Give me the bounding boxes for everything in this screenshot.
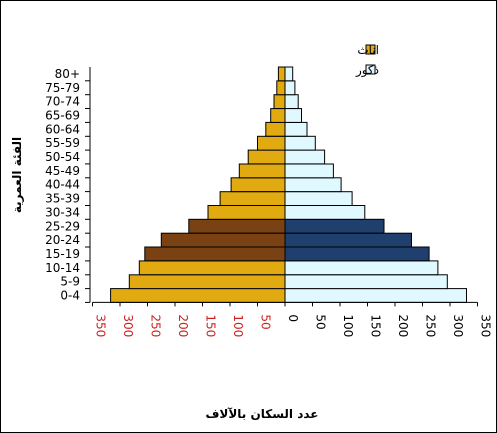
legend-label-male: ذكور	[355, 63, 379, 78]
x-tick-label: 100	[341, 314, 355, 337]
bar-male-55-59	[284, 135, 316, 151]
x-tick-label: 250	[424, 314, 438, 337]
bar-female-5-9	[128, 274, 286, 290]
y-tick-label: 40-44	[45, 178, 80, 192]
bar-female-80+	[277, 66, 286, 82]
y-tick-label: 35-39	[45, 192, 80, 206]
y-tick-label: 20-24	[45, 233, 80, 247]
y-tick-label: 0-4	[60, 289, 80, 303]
bar-male-80+	[284, 66, 294, 82]
bar-male-70-74	[284, 94, 299, 109]
bar-female-65-69	[270, 108, 286, 123]
axes-group	[85, 67, 478, 307]
y-tick-label: 15-19	[45, 247, 80, 261]
y-tick-label: 80+	[55, 67, 80, 81]
bar-female-15-19	[144, 246, 286, 262]
x-axis-title: عدد السكان بالآلاف	[205, 407, 318, 421]
y-tick-label: 25-29	[45, 219, 80, 233]
bar-female-55-59	[257, 135, 286, 151]
x-tick-label: 50	[314, 314, 328, 329]
x-tick-label: 200	[176, 314, 190, 337]
x-tick-label: 200	[396, 314, 410, 337]
bar-male-45-49	[284, 163, 334, 179]
bar-male-40-44	[284, 177, 342, 193]
bar-female-45-49	[238, 163, 286, 179]
y-tick-label: 75-79	[45, 81, 80, 95]
legend: اناث ذكور	[355, 43, 379, 78]
bar-male-0-4	[284, 288, 467, 303]
y-tick-label: 65-69	[45, 109, 80, 123]
legend-swatch-male	[365, 64, 376, 75]
x-tick-label: 100	[231, 314, 245, 337]
bar-male-20-24	[284, 232, 412, 248]
y-tick-label: 55-59	[45, 136, 80, 150]
x-tick-label: 150	[369, 314, 383, 337]
bar-female-20-24	[160, 232, 286, 248]
bar-male-15-19	[284, 246, 430, 262]
bar-male-75-79	[284, 80, 296, 96]
x-tick-label: 0	[286, 314, 300, 322]
bar-female-25-29	[188, 218, 286, 234]
bar-female-10-14	[138, 260, 286, 276]
bar-male-10-14	[284, 260, 439, 276]
bar-male-30-34	[284, 205, 366, 220]
x-tick-label: 300	[121, 314, 135, 337]
y-tick-label: 50-54	[45, 150, 80, 164]
bar-male-60-64	[284, 121, 308, 137]
x-tick-label: 350	[479, 314, 493, 337]
bar-female-70-74	[273, 94, 286, 109]
x-tick-labels: 350 300 250 200 150 100 50 0 50 100 150 200 250 300 35…	[94, 314, 493, 337]
bar-male-5-9	[284, 274, 448, 290]
bar-female-35-39	[219, 191, 286, 206]
bar-female-50-54	[247, 149, 286, 165]
bar-female-0-4	[110, 288, 286, 303]
y-axis-title: الفئة العمرية	[10, 137, 24, 213]
y-tick-label: 30-34	[45, 205, 80, 219]
x-tick-label: 50	[259, 314, 273, 329]
bar-female-40-44	[230, 177, 286, 193]
bar-male-65-69	[284, 108, 302, 123]
bar-male-35-39	[284, 191, 353, 206]
bar-female-75-79	[276, 80, 286, 96]
x-tick-label: 150	[204, 314, 218, 337]
y-tick-label: 5-9	[60, 275, 80, 289]
bars-group	[110, 66, 467, 303]
x-tick-label: 250	[149, 314, 163, 337]
x-tick-label: 350	[94, 314, 108, 337]
bar-male-25-29	[284, 218, 385, 234]
legend-label-female: اناث	[357, 43, 379, 57]
x-tick-label: 300	[451, 314, 465, 337]
y-tick-label: 10-14	[45, 261, 80, 275]
bar-male-50-54	[284, 149, 326, 165]
y-tick-labels: 0-45-910-1415-1920-2425-2930-3435-3940-4…	[45, 67, 80, 303]
bar-female-60-64	[265, 121, 286, 137]
y-tick-label: 60-64	[45, 122, 80, 136]
y-tick-label: 45-49	[45, 164, 80, 178]
legend-swatch-female	[365, 44, 376, 55]
y-tick-label: 70-74	[45, 95, 80, 109]
bar-female-30-34	[207, 205, 286, 220]
